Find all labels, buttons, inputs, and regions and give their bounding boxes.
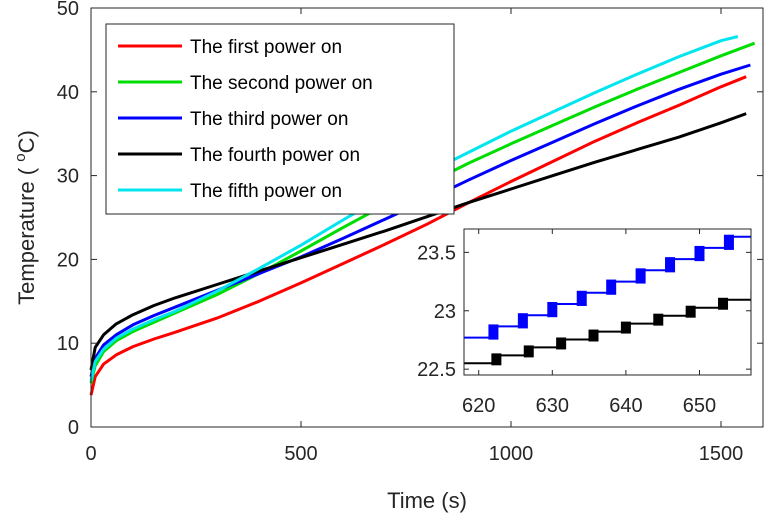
inset-frame xyxy=(463,228,752,376)
legend-label-4: The fourth power on xyxy=(190,145,360,166)
main-plot: 0 500 1000 1500 0 10 20 30 40 50 Time (s) Temperatu… xyxy=(12,0,764,513)
y-tick-label: 30 xyxy=(57,166,79,188)
inset-x-tick-label: 650 xyxy=(683,395,716,417)
x-axis-title: Time (s) xyxy=(387,488,467,513)
inset-plot: 620 630 640 650 22.5 23 23.5 xyxy=(417,223,763,417)
inset-step-marker xyxy=(723,234,734,250)
x-tick-label: 500 xyxy=(284,443,317,465)
x-tick-label: 1500 xyxy=(699,443,744,465)
legend-label-1: The first power on xyxy=(190,37,342,58)
inset-step-marker xyxy=(576,290,587,306)
inset-step-marker xyxy=(488,324,499,340)
inset-step-marker xyxy=(556,337,567,350)
inset-step-marker xyxy=(523,345,534,358)
inset-x-tick-label: 640 xyxy=(609,395,642,417)
inset-step-marker xyxy=(547,301,558,318)
x-tick-label: 0 xyxy=(85,443,96,465)
inset-step-marker xyxy=(665,257,676,273)
inset-step-marker xyxy=(635,268,646,284)
inset-y-tick-label: 23.5 xyxy=(417,242,456,264)
inset-series-group xyxy=(464,223,763,366)
series-line-2 xyxy=(89,41,756,384)
y-tick-label: 20 xyxy=(57,249,79,271)
inset-x-tick-label: 630 xyxy=(536,395,569,417)
inset-step-marker xyxy=(588,329,599,342)
plot-frame xyxy=(90,7,764,428)
series-line-5 xyxy=(89,35,739,382)
inset-step-marker xyxy=(606,279,617,295)
inset-step-marker xyxy=(750,289,751,302)
inset-step-marker xyxy=(491,353,502,366)
y-axis-title: Temperature ( oC) xyxy=(12,130,39,305)
inset-step-marker xyxy=(718,297,729,310)
y-tick-label: 50 xyxy=(57,0,79,20)
x-tick-label: 1000 xyxy=(489,443,534,465)
inset-x-tick-label: 620 xyxy=(462,395,495,417)
inset-step-marker xyxy=(620,321,631,334)
legend-label-3: The third power on xyxy=(190,109,348,130)
inset-step-marker xyxy=(653,313,664,326)
legend: The first power on The second power on The… xyxy=(105,23,455,215)
inset-step-marker xyxy=(517,313,528,329)
inset-background xyxy=(464,229,751,375)
inset-step-marker xyxy=(685,305,696,318)
legend-label-2: The second power on xyxy=(190,73,373,94)
inset-y-tick-label: 23 xyxy=(434,301,456,323)
legend-label-5: The fifth power on xyxy=(190,181,342,202)
y-tick-label: 10 xyxy=(57,333,79,355)
series-line-1 xyxy=(89,75,747,396)
inset-step-marker xyxy=(753,223,763,238)
y-tick-label: 40 xyxy=(57,82,79,104)
series-line-4 xyxy=(89,112,747,371)
inset-step-marker xyxy=(694,245,705,262)
series-line-3 xyxy=(89,63,751,378)
y-tick-label: 0 xyxy=(68,417,79,439)
inset-y-tick-label: 22.5 xyxy=(417,359,456,381)
